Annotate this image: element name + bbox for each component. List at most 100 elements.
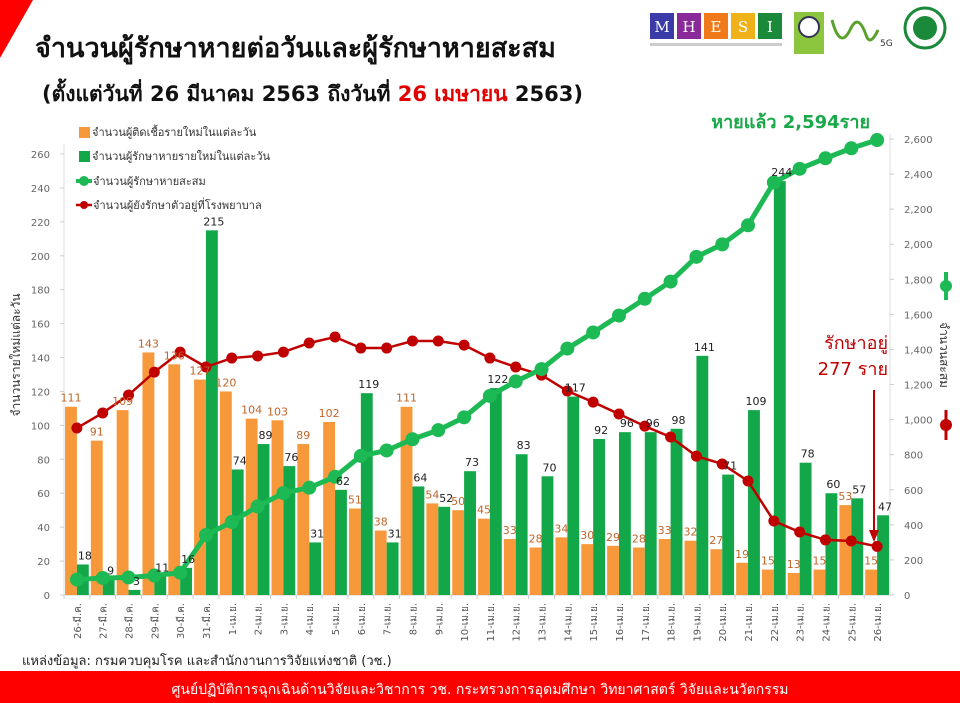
x-tick-label: 11-เม.ย.	[486, 603, 497, 642]
hospitalized-point	[690, 450, 702, 462]
bar-new-cases	[65, 406, 77, 595]
left-tick-label: 20	[37, 557, 50, 568]
recovered-cumulative-point	[276, 486, 291, 501]
label-recovered-daily: 9	[107, 565, 114, 578]
bar-recovered-daily	[180, 567, 193, 595]
hospitalized-point	[71, 422, 83, 434]
bar-new-cases	[632, 547, 645, 595]
x-tick-label: 14-เม.ย.	[563, 603, 574, 642]
hospitalized-point	[252, 350, 264, 362]
x-tick-label: 28-มี.ค.	[124, 603, 136, 639]
recovered-cumulative-point	[534, 362, 549, 377]
hospitalized-point	[665, 431, 677, 443]
label-recovered-daily: 57	[852, 483, 866, 496]
hospitalized-point	[819, 534, 831, 546]
label-recovered-daily: 60	[826, 478, 840, 491]
label-recovered-daily: 11	[155, 561, 169, 574]
x-tick-label: 26-มี.ค.	[72, 603, 84, 639]
bar-new-cases	[452, 510, 465, 595]
hospitalized-point	[613, 408, 625, 420]
recovered-cumulative-point	[224, 515, 239, 530]
hospitalized-point	[716, 458, 728, 470]
bar-new-cases	[813, 569, 826, 595]
bar-recovered-daily	[618, 432, 631, 595]
label-recovered-daily: 244	[771, 166, 792, 179]
x-tick-label: 25-เม.ย.	[847, 603, 858, 642]
left-tick-label: 60	[37, 489, 50, 500]
x-tick-label: 10-เม.ย.	[460, 603, 471, 642]
label-recovered-daily: 70	[542, 461, 556, 474]
bar-recovered-daily	[541, 476, 554, 595]
recovered-cumulative-point	[766, 175, 781, 190]
label-new-cases: 15	[761, 555, 775, 568]
x-tick-label: 5-เม.ย.	[331, 603, 342, 635]
x-tick-label: 22-เม.ย.	[770, 603, 781, 642]
bar-recovered-daily	[257, 444, 270, 595]
svg-text:M: M	[654, 18, 669, 36]
recovered-cumulative-point	[611, 308, 626, 323]
right-tick-label: 1,800	[904, 275, 933, 286]
logos: M H E S I 5G	[650, 6, 947, 54]
label-recovered-daily: 119	[358, 378, 379, 391]
left-tick-label: 180	[31, 286, 50, 297]
right-tick-label: 200	[904, 556, 923, 567]
left-tick-label: 140	[31, 354, 50, 365]
label-recovered-daily: 62	[336, 475, 350, 488]
recovered-cumulative-point	[147, 568, 162, 583]
x-tick-label: 7-เม.ย.	[383, 603, 394, 635]
left-tick-label: 120	[31, 387, 50, 398]
bar-recovered-daily	[515, 454, 528, 595]
label-new-cases: 91	[90, 426, 104, 439]
label-new-cases: 143	[138, 337, 159, 350]
recovered-cumulative-point	[508, 374, 523, 389]
label-recovered-daily: 47	[878, 500, 892, 513]
recovered-total-annotation: หายแล้ว 2,594ราย	[711, 112, 870, 133]
left-tick-label: 200	[31, 252, 50, 263]
x-tick-label: 19-เม.ย.	[692, 603, 703, 642]
hospitalized-point	[226, 352, 238, 364]
svg-text:H: H	[682, 18, 695, 36]
x-tick-label: 16-เม.ย.	[615, 603, 626, 642]
right-tick-label: 2,600	[904, 135, 933, 146]
bar-new-cases	[684, 540, 697, 595]
bar-new-cases	[710, 549, 723, 595]
left-tick-label: 80	[37, 455, 50, 466]
bar-new-cases	[219, 391, 232, 595]
label-new-cases: 103	[267, 405, 288, 418]
x-tick-label: 3-เม.ย.	[279, 603, 290, 635]
hospitalized-point	[174, 346, 186, 358]
label-recovered-daily: 16	[181, 553, 195, 566]
bar-new-cases	[374, 530, 387, 595]
legend-swatch-recovered-daily	[79, 151, 90, 162]
label-new-cases: 13	[787, 558, 801, 571]
right-tick-label: 1,400	[904, 345, 933, 356]
bar-new-cases	[607, 545, 619, 595]
label-new-cases: 38	[374, 516, 388, 529]
recovered-cumulative-point	[637, 291, 652, 306]
in-treatment-annotation-line1: รักษาอยู่	[824, 333, 888, 354]
label-new-cases: 54	[425, 488, 439, 501]
hospitalized-point	[97, 407, 109, 419]
legend-hospitalized: จำนวนผู้ยังรักษาตัวอยู่ที่โรงพยาบาล	[93, 197, 262, 212]
bar-recovered-daily	[851, 498, 864, 595]
recovered-cumulative-point	[173, 565, 188, 580]
label-new-cases: 111	[60, 392, 81, 405]
hospitalized-point	[742, 475, 754, 487]
x-tick-label: 1-เม.ย.	[228, 603, 239, 635]
bar-new-cases	[736, 562, 749, 595]
label-recovered-daily: 52	[439, 492, 453, 505]
right-tick-label: 1,000	[904, 416, 933, 427]
left-tick-label: 260	[31, 150, 50, 161]
chart-subtitle: (ตั้งแต่วันที่ 26 มีนาคม 2563 ถึงวันที่ …	[42, 78, 583, 106]
label-new-cases: 34	[554, 522, 568, 535]
recovered-cumulative-point	[715, 237, 730, 252]
x-tick-label: 4-เม.ย.	[305, 603, 316, 635]
legend-recovered-daily: จำนวนผู้รักษาหายรายใหม่ในแต่ละวัน	[92, 150, 271, 163]
bar-recovered-daily	[644, 432, 657, 595]
bar-recovered-daily	[102, 579, 115, 595]
bar-recovered-daily	[489, 388, 502, 595]
x-tick-label: 21-เม.ย.	[744, 603, 755, 642]
recovered-cumulative-point	[250, 499, 265, 514]
label-new-cases: 28	[529, 533, 543, 546]
legend: จำนวนผู้ติดเชื้อรายใหม่ในแต่ละวัน จำนวนผ…	[76, 124, 271, 212]
